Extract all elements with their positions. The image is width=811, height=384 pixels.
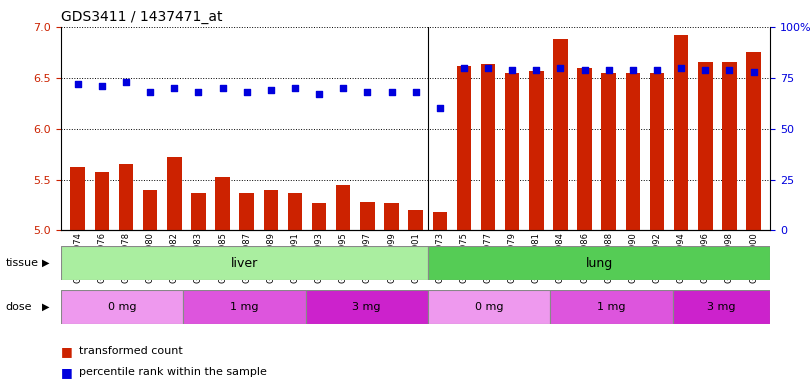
Bar — [191, 193, 206, 230]
Bar — [553, 39, 568, 230]
Text: ■: ■ — [61, 345, 72, 358]
Text: ■: ■ — [61, 366, 72, 379]
Bar — [336, 185, 350, 230]
Bar — [239, 193, 254, 230]
Point — [482, 65, 495, 71]
Bar — [215, 177, 230, 230]
Point — [361, 89, 374, 95]
Bar — [409, 210, 423, 230]
Bar — [698, 63, 713, 230]
Point — [409, 89, 422, 95]
Text: dose: dose — [6, 302, 32, 312]
Point — [144, 89, 157, 95]
Point — [289, 85, 302, 91]
Point — [433, 105, 446, 111]
Bar — [550, 290, 672, 324]
Bar — [602, 73, 616, 230]
Point — [385, 89, 398, 95]
Point — [626, 66, 639, 73]
Bar — [118, 164, 133, 230]
Bar — [746, 52, 761, 230]
Point — [723, 66, 736, 73]
Bar — [183, 290, 306, 324]
Bar — [61, 290, 183, 324]
Bar — [625, 73, 640, 230]
Point — [264, 87, 277, 93]
Text: 0 mg: 0 mg — [108, 302, 136, 312]
Bar — [95, 172, 109, 230]
Bar — [672, 290, 770, 324]
Point — [119, 79, 132, 85]
Point — [168, 85, 181, 91]
Text: ▶: ▶ — [42, 258, 49, 268]
Point — [312, 91, 325, 97]
Point — [554, 65, 567, 71]
Bar — [312, 203, 326, 230]
Text: lung: lung — [586, 257, 613, 270]
Bar — [288, 193, 303, 230]
Text: 0 mg: 0 mg — [474, 302, 504, 312]
Bar — [650, 73, 664, 230]
Point — [699, 66, 712, 73]
Bar — [167, 157, 182, 230]
Point — [457, 65, 470, 71]
Point — [71, 81, 84, 87]
Bar — [384, 203, 399, 230]
Point — [506, 66, 519, 73]
Point — [240, 89, 253, 95]
Text: 3 mg: 3 mg — [353, 302, 381, 312]
Bar — [428, 246, 770, 280]
Point — [96, 83, 109, 89]
Point — [650, 66, 663, 73]
Bar — [264, 190, 278, 230]
Bar — [577, 68, 592, 230]
Text: ▶: ▶ — [42, 302, 49, 312]
Text: 1 mg: 1 mg — [597, 302, 625, 312]
Point — [747, 69, 760, 75]
Text: transformed count: transformed count — [79, 346, 183, 356]
Bar — [306, 290, 428, 324]
Bar — [360, 202, 375, 230]
Bar — [529, 71, 543, 230]
Point — [216, 85, 229, 91]
Point — [530, 66, 543, 73]
Bar — [71, 167, 85, 230]
Point — [192, 89, 205, 95]
Point — [603, 66, 616, 73]
Point — [675, 65, 688, 71]
Text: 1 mg: 1 mg — [230, 302, 259, 312]
Point — [578, 66, 591, 73]
Text: percentile rank within the sample: percentile rank within the sample — [79, 367, 268, 377]
Bar — [61, 246, 428, 280]
Text: 3 mg: 3 mg — [707, 302, 736, 312]
Text: GDS3411 / 1437471_at: GDS3411 / 1437471_at — [61, 10, 222, 23]
Point — [337, 85, 350, 91]
Bar — [457, 66, 471, 230]
Bar — [674, 35, 689, 230]
Bar — [143, 190, 157, 230]
Bar — [722, 63, 736, 230]
Text: tissue: tissue — [6, 258, 39, 268]
Bar — [428, 290, 550, 324]
Bar — [432, 212, 447, 230]
Bar — [505, 73, 519, 230]
Bar — [481, 63, 496, 230]
Text: liver: liver — [230, 257, 258, 270]
